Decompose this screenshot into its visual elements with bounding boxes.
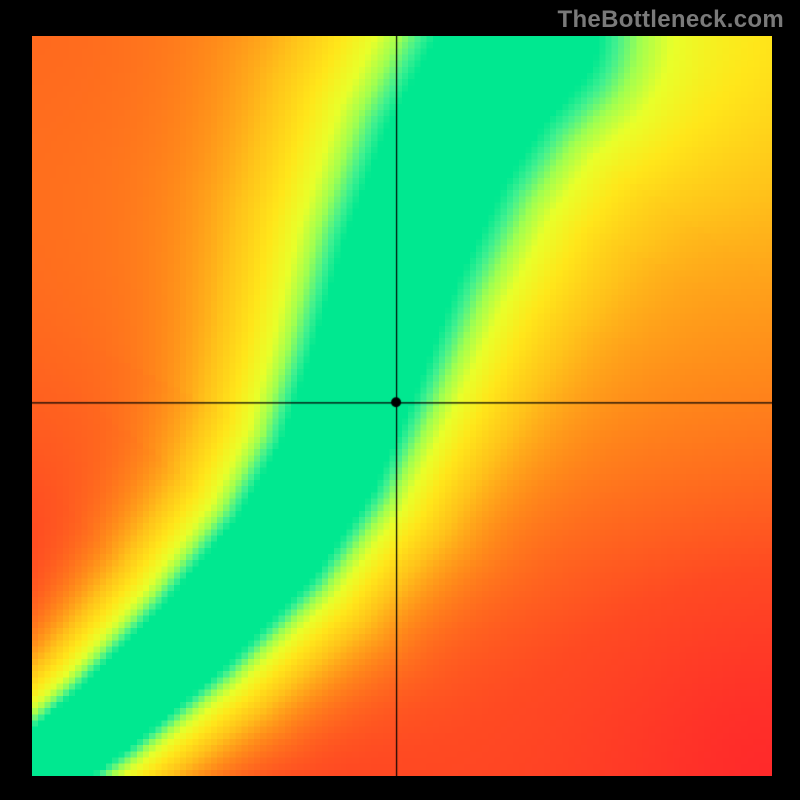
heatmap-plot [32,36,772,776]
chart-container: TheBottleneck.com [0,0,800,800]
watermark-text: TheBottleneck.com [558,6,784,34]
crosshair-overlay [32,36,772,776]
